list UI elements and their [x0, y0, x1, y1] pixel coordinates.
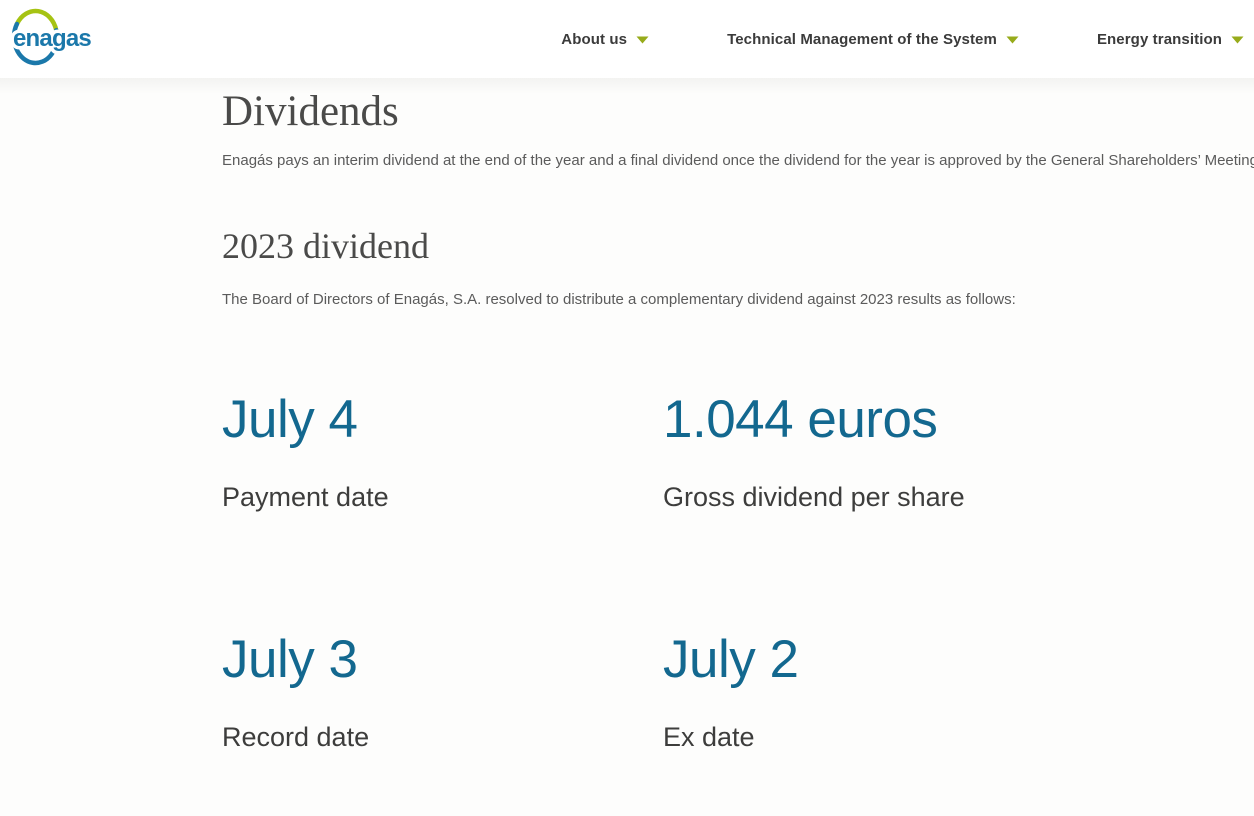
chevron-down-icon — [636, 36, 649, 44]
stat-label: Gross dividend per share — [663, 481, 965, 512]
page-title: Dividends — [222, 88, 399, 135]
nav-item-label: About us — [561, 30, 628, 48]
dividend-stats: July 4 Payment date 1.044 euros Gross di… — [222, 393, 1254, 753]
nav-item-label: Technical Management of the System — [727, 30, 997, 48]
stat-value: July 4 — [222, 389, 358, 449]
stat-label: Ex date — [663, 721, 755, 752]
stat-value: 1.044 euros — [663, 389, 938, 449]
nav-item-label: Energy transition — [1096, 30, 1222, 48]
stat-gross-dividend: 1.044 euros Gross dividend per share — [663, 393, 1254, 513]
nav-item-technical-management[interactable]: Technical Management of the System — [727, 31, 1019, 48]
stat-record-date: July 3 Record date — [222, 633, 663, 753]
stat-label: Payment date — [222, 481, 389, 512]
dividend-2023-section: 2023 dividend The Board of Directors of … — [222, 227, 1254, 753]
site-header: enagas About us Technical Management of … — [0, 0, 1254, 94]
stat-value: July 2 — [663, 629, 799, 689]
logo-text: enagas — [13, 25, 91, 52]
enagas-logo[interactable]: enagas — [10, 8, 105, 68]
section-description: The Board of Directors of Enagás, S.A. r… — [222, 290, 1016, 308]
nav-item-about-us[interactable]: About us — [561, 31, 649, 48]
intro-paragraph: Enagás pays an interim dividend at the e… — [222, 152, 1254, 170]
chevron-down-icon — [1231, 36, 1244, 44]
nav-item-energy-transition[interactable]: Energy transition — [1097, 31, 1244, 48]
dividends-page: Dividends Enagás pays an interim dividen… — [0, 78, 1254, 753]
stat-ex-date: July 2 Ex date — [663, 633, 1254, 753]
section-title: 2023 dividend — [222, 226, 429, 267]
stat-value: July 3 — [222, 629, 358, 689]
stat-payment-date: July 4 Payment date — [222, 393, 663, 513]
stat-label: Record date — [222, 721, 370, 752]
main-nav: About us Technical Management of the Sys… — [561, 31, 1254, 48]
enagas-logo-icon: enagas — [10, 8, 96, 66]
chevron-down-icon — [1006, 36, 1019, 44]
